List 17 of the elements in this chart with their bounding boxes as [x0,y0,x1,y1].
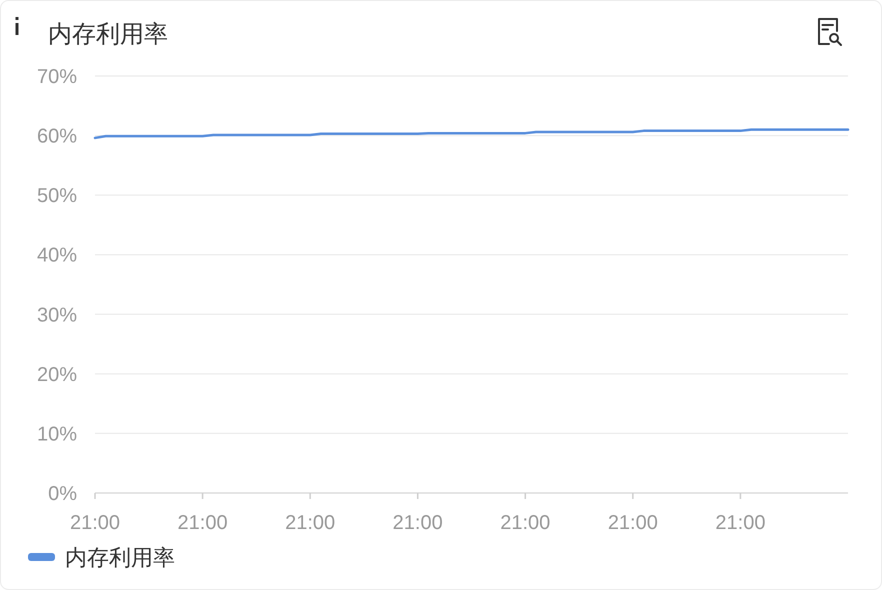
x-tick-label: 21:00 [715,512,766,534]
x-tick-label: 21:00 [608,512,658,534]
y-tick-label: 60% [36,126,77,148]
y-tick-label: 40% [36,244,77,267]
title: 内存利用率 [48,21,168,48]
legend-label: 内存利用率 [65,545,175,570]
x-tick-label: 21:00 [500,512,550,534]
x-tick-label: 21:00 [70,512,120,534]
x-tick-label: 21:00 [392,512,443,534]
x-tick-label: 21:00 [178,512,228,534]
y-tick-label: 30% [36,304,77,326]
x-tick-label: 21:00 [285,512,336,534]
y-tick-label: 20% [36,364,77,386]
y-tick-label: 0% [48,483,77,505]
y-tick-label: 50% [36,185,77,208]
y-tick-label: 10% [36,423,77,446]
y-tick-label: 70% [36,66,77,88]
